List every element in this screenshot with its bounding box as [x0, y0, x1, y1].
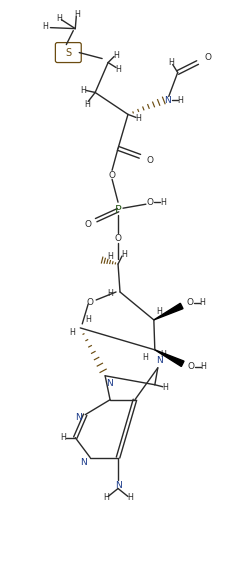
Text: H: H	[160, 198, 166, 207]
Text: H: H	[80, 86, 86, 95]
Text: H: H	[121, 250, 127, 259]
Text: O: O	[146, 198, 153, 207]
Text: N: N	[115, 481, 122, 490]
Text: H: H	[84, 100, 90, 109]
Text: H: H	[156, 307, 162, 316]
Text: H: H	[107, 290, 113, 299]
Text: H: H	[115, 65, 121, 74]
Text: O: O	[109, 171, 116, 180]
Text: N: N	[156, 356, 163, 365]
Text: O: O	[187, 363, 194, 371]
Text: H: H	[43, 22, 48, 31]
Text: N: N	[106, 379, 113, 388]
Text: H: H	[85, 315, 91, 324]
Text: H: H	[61, 433, 66, 442]
Text: H: H	[142, 353, 148, 363]
Text: P: P	[115, 205, 122, 215]
Text: H: H	[103, 493, 109, 502]
Text: H: H	[135, 114, 141, 123]
Text: H: H	[160, 351, 166, 359]
Text: H: H	[107, 251, 113, 260]
Text: O: O	[204, 53, 211, 62]
Text: O: O	[85, 219, 92, 229]
Text: H: H	[168, 58, 174, 67]
Text: N: N	[164, 96, 171, 105]
Text: O: O	[146, 156, 153, 165]
Text: O: O	[115, 234, 122, 243]
Text: H: H	[113, 51, 119, 60]
Text: N: N	[75, 413, 82, 422]
Text: O: O	[87, 299, 94, 307]
Text: H: H	[74, 10, 80, 19]
Text: S: S	[65, 47, 71, 58]
Text: H: H	[162, 383, 168, 392]
Text: H: H	[201, 363, 206, 371]
Polygon shape	[155, 350, 184, 367]
Text: H: H	[69, 328, 75, 337]
Text: N: N	[80, 458, 87, 467]
Text: H: H	[127, 493, 133, 502]
Polygon shape	[154, 303, 183, 320]
Text: O: O	[186, 299, 193, 307]
Text: H: H	[57, 14, 62, 23]
FancyBboxPatch shape	[55, 43, 81, 63]
Text: H: H	[178, 96, 184, 105]
Text: H: H	[200, 299, 205, 307]
